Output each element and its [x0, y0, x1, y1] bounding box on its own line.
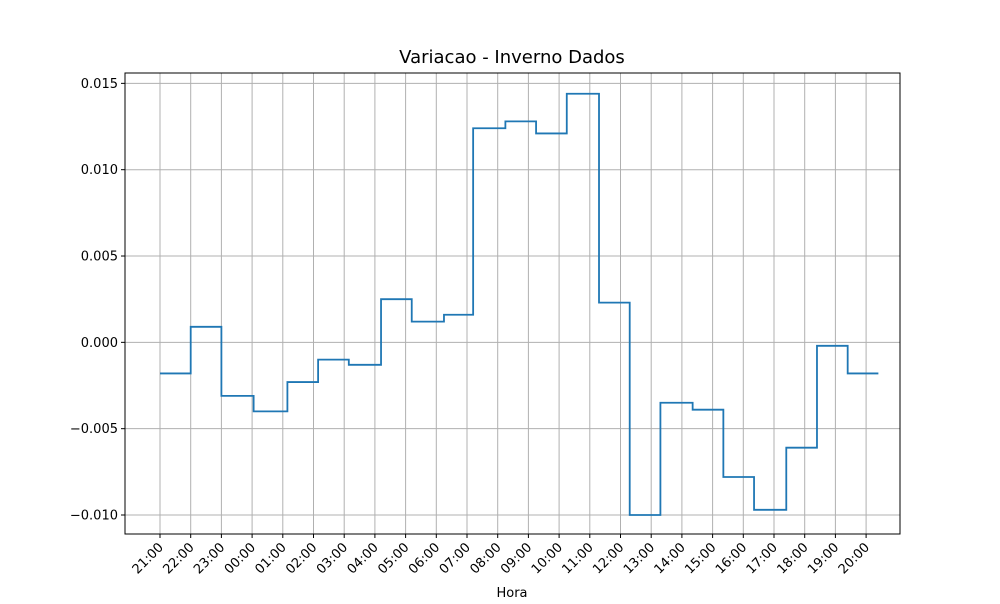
- x-tick-label: 20:00: [836, 540, 873, 577]
- y-tick-label: 0.005: [81, 250, 118, 265]
- x-tick-label: 11:00: [560, 540, 597, 577]
- chart-title: Variacao - Inverno Dados: [399, 47, 625, 68]
- x-tick-label: 00:00: [222, 540, 259, 577]
- x-tick-label: 05:00: [375, 540, 412, 577]
- x-tick-label: 10:00: [529, 540, 566, 577]
- x-tick-label: 22:00: [160, 540, 197, 577]
- x-axis: 21:0022:0023:0000:0001:0002:0003:0004:00…: [130, 534, 873, 577]
- y-tick-label: 0.015: [81, 77, 118, 92]
- x-tick-label: 15:00: [682, 540, 719, 577]
- x-tick-label: 14:00: [652, 540, 689, 577]
- y-tick-label: −0.005: [70, 422, 118, 437]
- x-tick-label: 06:00: [406, 540, 443, 577]
- y-tick-label: 0.000: [81, 336, 118, 351]
- x-tick-label: 08:00: [467, 540, 504, 577]
- series-layer: [160, 92, 879, 516]
- y-tick-label: −0.010: [70, 509, 118, 524]
- x-tick-label: 09:00: [498, 540, 535, 577]
- x-tick-label: 02:00: [283, 540, 320, 577]
- x-tick-label: 12:00: [590, 540, 627, 577]
- x-axis-label: Hora: [496, 586, 527, 600]
- x-tick-label: 03:00: [314, 540, 351, 577]
- x-tick-label: 01:00: [253, 540, 290, 577]
- grid: [125, 73, 900, 534]
- x-tick-label: 07:00: [437, 540, 474, 577]
- plot-frame: [124, 72, 901, 535]
- x-tick-label: 17:00: [744, 540, 781, 577]
- x-tick-label: 16:00: [713, 540, 750, 577]
- x-tick-label: 18:00: [774, 540, 811, 577]
- x-tick-label: 19:00: [805, 540, 842, 577]
- series-line: [160, 92, 879, 516]
- x-tick-label: 23:00: [191, 540, 228, 577]
- x-tick-label: 04:00: [345, 540, 382, 577]
- x-tick-label: 21:00: [130, 540, 167, 577]
- y-tick-label: 0.010: [81, 163, 118, 178]
- x-tick-label: 13:00: [621, 540, 658, 577]
- y-axis: −0.010 −0.005 0.000 0.005 0.010 0.015: [70, 77, 125, 524]
